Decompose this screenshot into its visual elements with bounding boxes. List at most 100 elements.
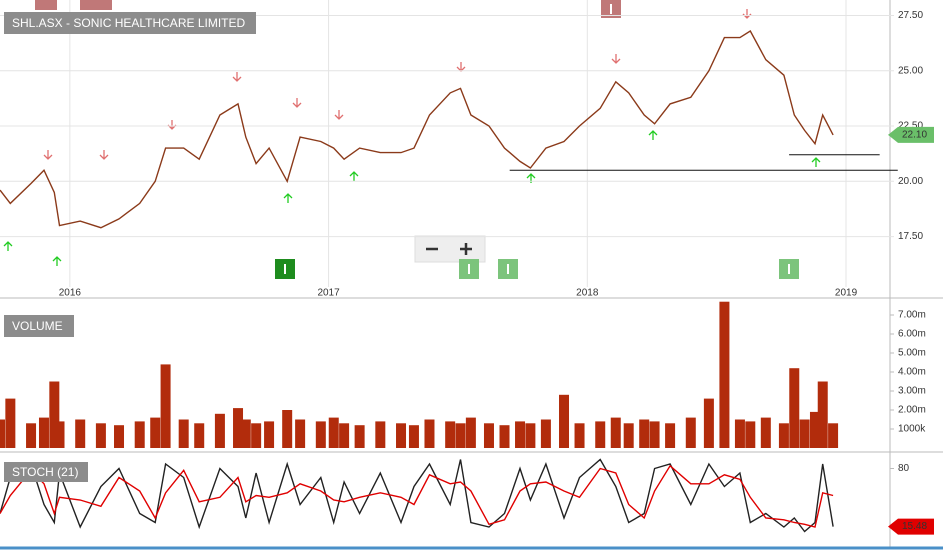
- x-tick-label: 2017: [317, 288, 340, 299]
- volume-bar: [26, 423, 37, 448]
- y-tick-label: 25.00: [898, 65, 923, 76]
- event-marker[interactable]: [35, 0, 57, 10]
- volume-bar: [160, 364, 171, 448]
- volume-bar: [817, 381, 828, 448]
- volume-bar: [339, 423, 350, 448]
- volume-bar: [408, 425, 419, 448]
- buy-arrow: [811, 157, 821, 167]
- volume-bar: [525, 423, 536, 448]
- data-line: [0, 458, 834, 533]
- x-tick-label: 2019: [835, 288, 858, 299]
- volume-bar: [665, 423, 676, 448]
- y-tick-label: 7.00m: [898, 310, 926, 321]
- volume-bar: [375, 421, 386, 448]
- panel-header: [4, 12, 256, 34]
- volume-bar: [809, 411, 820, 448]
- volume-bar: [134, 421, 145, 448]
- volume-bar: [574, 423, 585, 448]
- y-tick-label: 2.00m: [898, 405, 926, 416]
- buy-arrow: [52, 256, 62, 266]
- x-tick-label: 2018: [576, 288, 599, 299]
- volume-bar: [595, 421, 606, 448]
- volume-bar: [455, 423, 466, 448]
- data-line: [0, 464, 834, 528]
- volume-bar: [515, 421, 526, 448]
- volume-bar: [354, 425, 365, 448]
- volume-bar: [251, 423, 262, 448]
- price-tag-label: 22.10: [902, 130, 927, 141]
- price-tag-label: 15.48: [902, 521, 927, 532]
- sell-arrow: [292, 98, 302, 108]
- y-tick-label: 27.50: [898, 10, 923, 21]
- volume-bar: [194, 423, 205, 448]
- buy-arrow: [3, 241, 13, 251]
- event-marker[interactable]: [80, 0, 112, 10]
- volume-bar: [760, 417, 771, 448]
- volume-bar: [649, 421, 660, 448]
- sell-arrow: [43, 150, 53, 160]
- price-tag: [888, 518, 934, 535]
- volume-bar: [623, 423, 634, 448]
- volume-bar: [540, 419, 551, 448]
- zoom-controls: [414, 235, 486, 263]
- y-tick-label: 17.50: [898, 231, 923, 242]
- volume-bar: [610, 417, 621, 448]
- volume-bar: [95, 423, 106, 448]
- volume-bar: [178, 419, 189, 448]
- volume-bar: [150, 417, 161, 448]
- volume-bar: [685, 417, 696, 448]
- sell-arrow: [611, 54, 621, 64]
- volume-bar: [734, 419, 745, 448]
- y-tick-label: 1000k: [898, 424, 926, 435]
- panel-title: SHL.ASX - SONIC HEALTHCARE LIMITED: [12, 16, 245, 30]
- y-tick-label: 3.00m: [898, 386, 926, 397]
- volume-bar: [114, 425, 125, 448]
- y-tick-label: 20.00: [898, 176, 923, 187]
- volume-bar: [745, 421, 756, 448]
- volume-bar: [719, 301, 730, 448]
- volume-bar: [264, 421, 275, 448]
- volume-bar: [559, 394, 570, 448]
- panel-title: VOLUME: [12, 319, 63, 333]
- panel-header: [4, 315, 74, 337]
- y-tick-label: 22.50: [898, 121, 923, 132]
- volume-bar: [75, 419, 86, 448]
- zoom-box: [414, 235, 486, 263]
- signal-arrows: [3, 9, 821, 266]
- y-tick-label: 80: [898, 463, 910, 474]
- x-tick-label: 2016: [59, 288, 82, 299]
- price-tag: [888, 126, 934, 143]
- volume-bar: [639, 419, 650, 448]
- volume-bar: [799, 419, 810, 448]
- volume-bar: [789, 368, 800, 448]
- volume-bar: [778, 423, 789, 448]
- y-tick-label: 5.00m: [898, 348, 926, 359]
- volume-bar: [54, 421, 65, 448]
- event-glyph: [284, 4, 790, 274]
- y-tick-label: 6.00m: [898, 329, 926, 340]
- buy-arrow: [349, 171, 359, 181]
- volume-bar: [396, 423, 407, 448]
- buy-arrow: [648, 130, 658, 140]
- sell-arrow: [232, 72, 242, 82]
- event-markers: [35, 0, 799, 279]
- volume-bar: [5, 398, 16, 448]
- volume-bar: [499, 425, 510, 448]
- volume-bar: [483, 423, 494, 448]
- data-line: [0, 30, 834, 229]
- volume-bar: [214, 413, 225, 448]
- volume-bar: [295, 419, 306, 448]
- panel-title: STOCH (21): [12, 465, 78, 479]
- volume-bar: [328, 417, 339, 448]
- volume-bar: [38, 417, 49, 448]
- buy-arrow: [283, 193, 293, 203]
- volume-bar: [703, 398, 714, 448]
- y-tick-label: 4.00m: [898, 367, 926, 378]
- volume-bar: [465, 417, 476, 448]
- volume-bar: [315, 421, 326, 448]
- volume-bar: [828, 423, 839, 448]
- panel-header: [4, 462, 88, 482]
- volume-bar: [233, 408, 244, 448]
- volume-bar: [240, 419, 251, 448]
